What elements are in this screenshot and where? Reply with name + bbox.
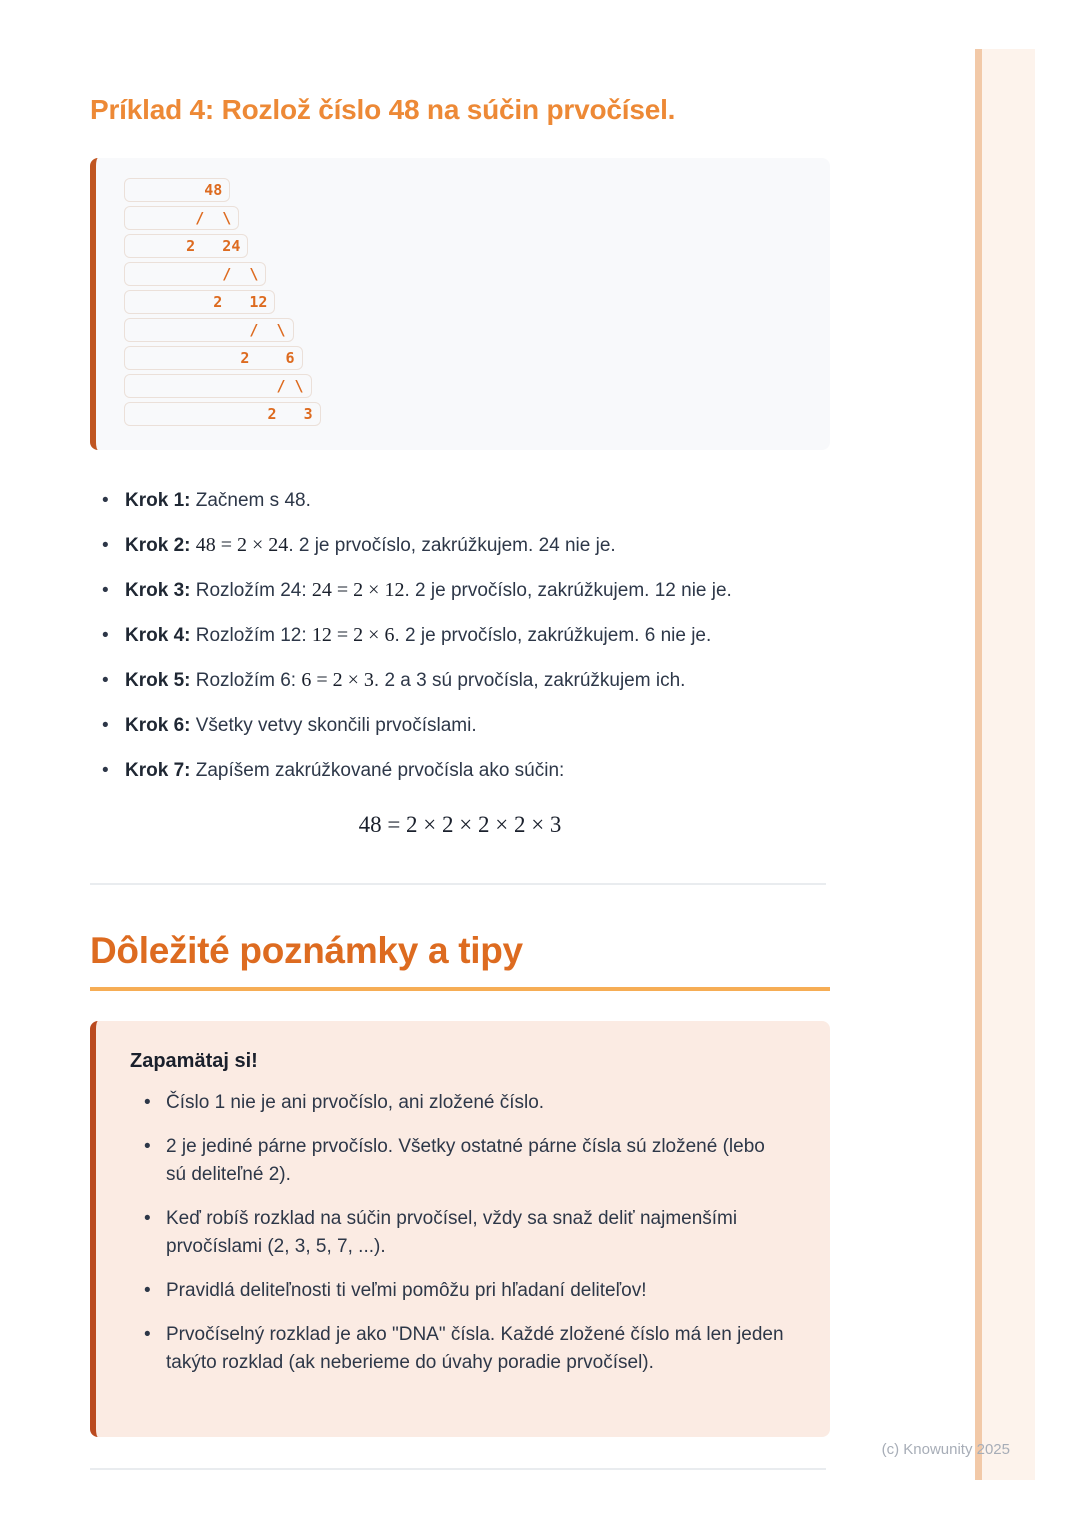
step-label: Krok 3:: [125, 580, 196, 601]
steps-list: Krok 1: Začnem s 48. Krok 2: 48 = 2 × 24.…: [90, 486, 830, 785]
step-text: . 2 je prvočíslo, zakrúžkujem. 24 nie je…: [288, 535, 616, 556]
footer-divider: [90, 1468, 826, 1470]
step-text: Zapíšem zakrúžkované prvočísla ako súčin…: [195, 760, 565, 781]
notes-heading: Dôležité poznámky a tipy: [90, 930, 830, 991]
step-item: Krok 2: 48 = 2 × 24. 2 je prvočíslo, zak…: [90, 531, 830, 560]
step-math: 24 = 2 × 12: [311, 579, 405, 601]
section-divider: [90, 883, 826, 885]
step-label: Krok 6:: [125, 715, 196, 736]
callout-title: Zapamätaj si!: [130, 1050, 258, 1072]
tree-line: 2 6: [124, 346, 303, 370]
step-text: . 2 je prvočíslo, zakrúžkujem. 6 nie je.: [394, 625, 712, 646]
step-text: . 2 a 3 sú prvočísla, zakrúžkujem ich.: [373, 670, 686, 691]
tip-item: 2 je jediné párne prvočíslo. Všetky osta…: [130, 1133, 790, 1189]
step-label: Krok 7:: [125, 760, 196, 781]
step-text: Rozložím 24:: [195, 580, 312, 601]
step-math: 12 = 2 × 6: [311, 624, 395, 646]
tip-item: Prvočíselný rozklad je ako "DNA" čísla. …: [130, 1321, 790, 1377]
step-item: Krok 7: Zapíšem zakrúžkované prvočísla a…: [90, 756, 830, 785]
factor-tree-block: 48 / \ 2 24 / \ 2 12 / \ 2 6 / \ 2 3: [90, 158, 830, 450]
copyright-text: (c) Knowunity 2025: [881, 1441, 1010, 1458]
step-text: Rozložím 12:: [195, 625, 312, 646]
step-label: Krok 2:: [125, 535, 196, 556]
step-label: Krok 4:: [125, 625, 196, 646]
step-item: Krok 3: Rozložím 24: 24 = 2 × 12. 2 je p…: [90, 576, 830, 605]
step-item: Krok 5: Rozložím 6: 6 = 2 × 3. 2 a 3 sú …: [90, 666, 830, 695]
step-math: 48 = 2 × 24: [195, 534, 289, 556]
product-formula: 48 = 2 × 2 × 2 × 2 × 3: [358, 812, 562, 837]
tree-line: 2 24: [124, 234, 249, 258]
step-label: Krok 1:: [125, 490, 196, 511]
step-math: 6 = 2 × 3: [301, 669, 374, 691]
page-edge-strip: [975, 49, 1035, 1480]
tree-line: 48: [124, 178, 231, 202]
tip-item: Číslo 1 nie je ani prvočíslo, ani zložen…: [130, 1089, 790, 1117]
step-item: Krok 1: Začnem s 48.: [90, 486, 830, 515]
remember-callout: Zapamätaj si! Číslo 1 nie je ani prvočís…: [90, 1021, 830, 1437]
tree-line: 2 3: [124, 402, 321, 426]
tips-list: Číslo 1 nie je ani prvočíslo, ani zložen…: [130, 1089, 790, 1377]
step-item: Krok 6: Všetky vetvy skončili prvočíslam…: [90, 711, 830, 740]
factor-tree: 48 / \ 2 24 / \ 2 12 / \ 2 6 / \ 2 3: [124, 178, 810, 426]
tree-line: / \: [124, 206, 240, 230]
tree-line: / \: [124, 374, 312, 398]
step-item: Krok 4: Rozložím 12: 12 = 2 × 6. 2 je pr…: [90, 621, 830, 650]
step-text: . 2 je prvočíslo, zakrúžkujem. 12 nie je…: [404, 580, 732, 601]
step-text: Začnem s 48.: [195, 490, 311, 511]
step-text: Všetky vetvy skončili prvočíslami.: [195, 715, 477, 736]
step-text: Rozložím 6:: [195, 670, 302, 691]
step-label: Krok 5:: [125, 670, 196, 691]
tree-line: / \: [124, 262, 267, 286]
content-column: Príklad 4: Rozlož číslo 48 na súčin prvo…: [90, 0, 830, 1470]
tip-item: Pravidlá deliteľnosti ti veľmi pomôžu pr…: [130, 1277, 790, 1305]
tip-item: Keď robíš rozklad na súčin prvočísel, vž…: [130, 1205, 790, 1261]
example-heading: Príklad 4: Rozlož číslo 48 na súčin prvo…: [90, 94, 676, 125]
tree-line: 2 12: [124, 290, 276, 314]
tree-line: / \: [124, 318, 294, 342]
